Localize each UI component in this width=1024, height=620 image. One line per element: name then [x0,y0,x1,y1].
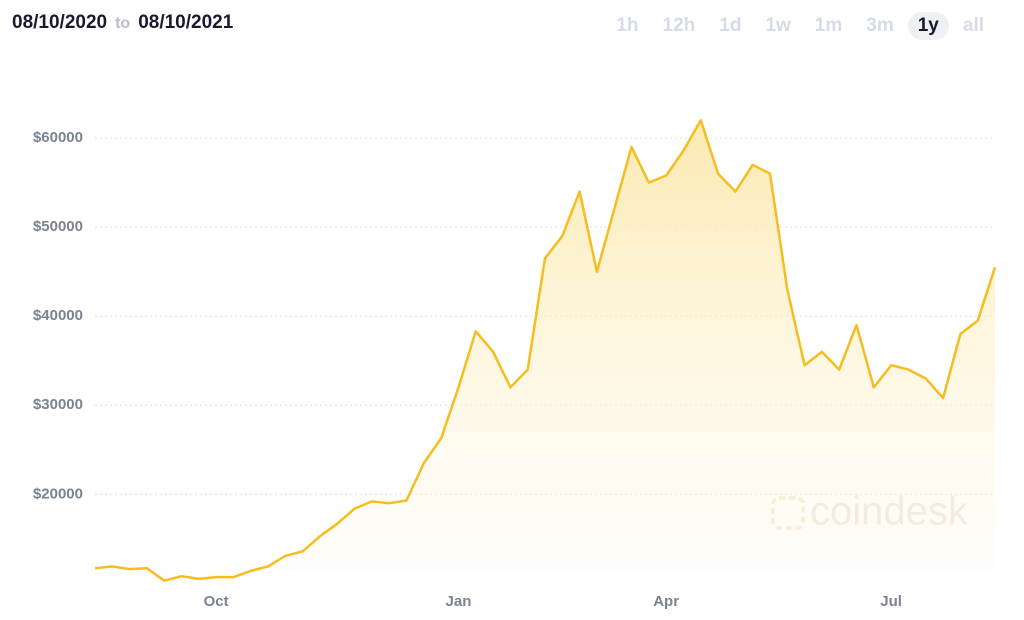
end-date: 08/10/2021 [138,12,234,33]
x-tick-label: Oct [204,593,229,610]
date-range: 08/10/2020 to 08/10/2021 [12,12,233,34]
range-button[interactable]: 1m [814,15,843,36]
range-button[interactable]: 1w [765,15,791,36]
range-button[interactable]: 1d [719,15,742,36]
x-tick-label: Jul [880,593,902,610]
range-button[interactable]: 3m [866,15,894,36]
line [94,119,997,582]
range-button[interactable]: all [962,15,984,36]
range-button[interactable]: 1y [907,12,949,40]
start-date: 08/10/2020 [12,12,108,33]
y-tick-label: $30000 [33,396,83,413]
y-tick-label: $60000 [33,129,83,146]
range-button[interactable]: 1h [616,15,639,36]
y-tick-label: $50000 [33,218,83,235]
range-button[interactable]: 12h [662,15,696,36]
y-tick-label: $40000 [33,307,83,324]
x-tick-label: Apr [653,593,679,610]
separator: to [115,15,131,32]
x-tick-label: Jan [446,593,472,610]
y-tick-label: $20000 [33,485,83,502]
area [95,120,995,581]
range-buttons: 1h 12h 1d 1w 1m 3m 1y all [606,12,994,40]
